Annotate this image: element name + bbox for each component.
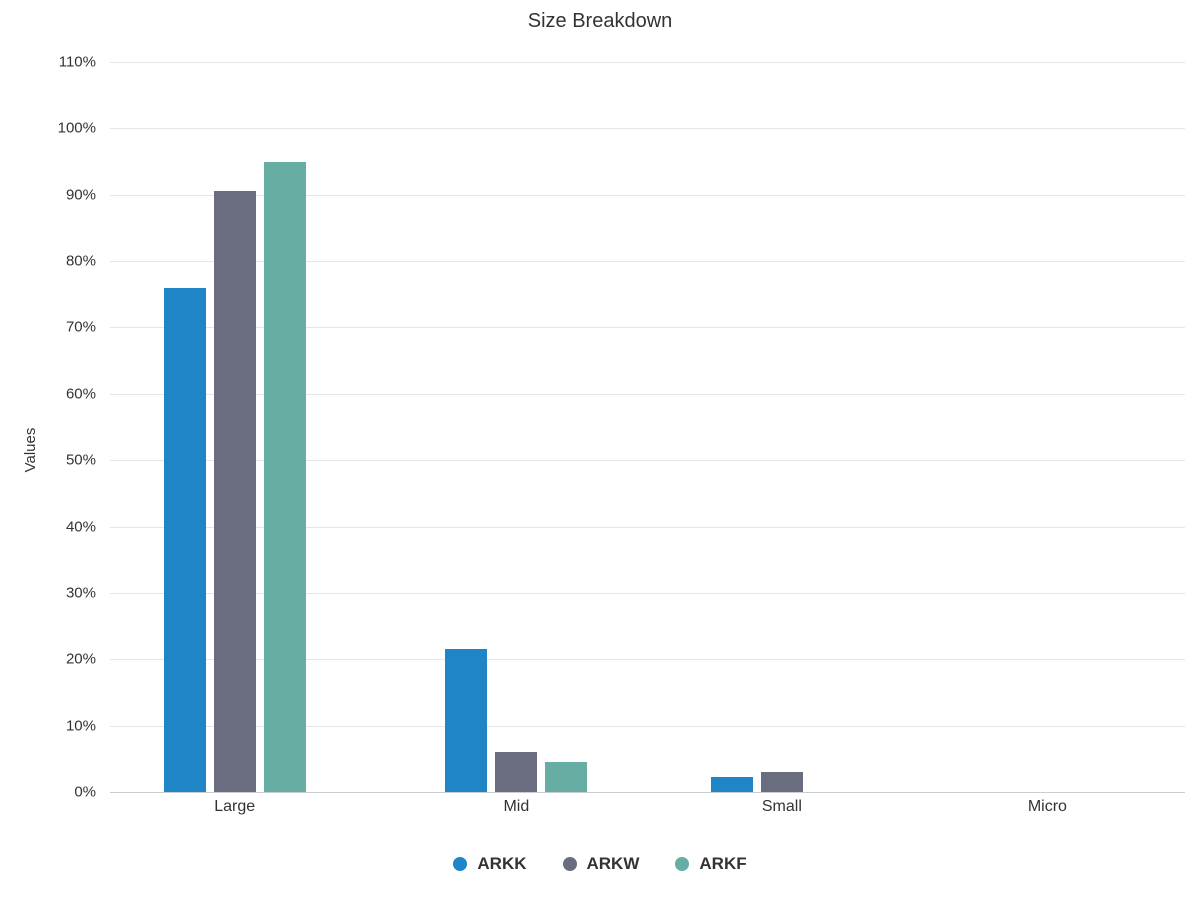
- size-breakdown-chart: Size Breakdown Values 0%10%20%30%40%50%6…: [0, 0, 1200, 900]
- gridline: [110, 128, 1185, 129]
- y-tick-label: 20%: [66, 651, 96, 668]
- y-tick-label: 110%: [59, 54, 96, 71]
- bar: [164, 288, 206, 792]
- category-label: Large: [214, 798, 255, 816]
- legend-swatch: [563, 857, 577, 871]
- y-tick-label: 90%: [66, 186, 96, 203]
- legend-item: ARKK: [453, 854, 526, 874]
- legend-label: ARKW: [587, 854, 640, 874]
- category-label: Micro: [1028, 798, 1067, 816]
- legend: ARKK ARKW ARKF: [0, 854, 1200, 876]
- y-tick-label: 0%: [74, 784, 96, 801]
- y-tick-label: 60%: [66, 385, 96, 402]
- y-tick-label: 40%: [66, 518, 96, 535]
- category-label: Mid: [503, 798, 529, 816]
- bar: [495, 752, 537, 792]
- chart-title: Size Breakdown: [0, 10, 1200, 33]
- y-tick-label: 80%: [66, 253, 96, 270]
- y-tick-label: 10%: [66, 717, 96, 734]
- bar: [445, 649, 487, 792]
- y-tick-label: 50%: [66, 452, 96, 469]
- legend-swatch: [453, 857, 467, 871]
- category-label: Small: [762, 798, 802, 816]
- bar: [264, 162, 306, 792]
- plot-area: 0%10%20%30%40%50%60%70%80%90%100%110%Lar…: [110, 62, 1185, 792]
- legend-label: ARKF: [699, 854, 746, 874]
- y-axis-label: Values: [22, 428, 39, 473]
- y-tick-label: 30%: [66, 584, 96, 601]
- legend-item: ARKW: [563, 854, 640, 874]
- bar: [214, 191, 256, 792]
- bar: [545, 762, 587, 792]
- legend-swatch: [675, 857, 689, 871]
- y-tick-label: 100%: [58, 120, 96, 137]
- y-tick-label: 70%: [66, 319, 96, 336]
- bar: [711, 777, 753, 792]
- legend-item: ARKF: [675, 854, 746, 874]
- bar: [761, 772, 803, 792]
- gridline: [110, 62, 1185, 63]
- baseline: [110, 792, 1185, 793]
- legend-label: ARKK: [477, 854, 526, 874]
